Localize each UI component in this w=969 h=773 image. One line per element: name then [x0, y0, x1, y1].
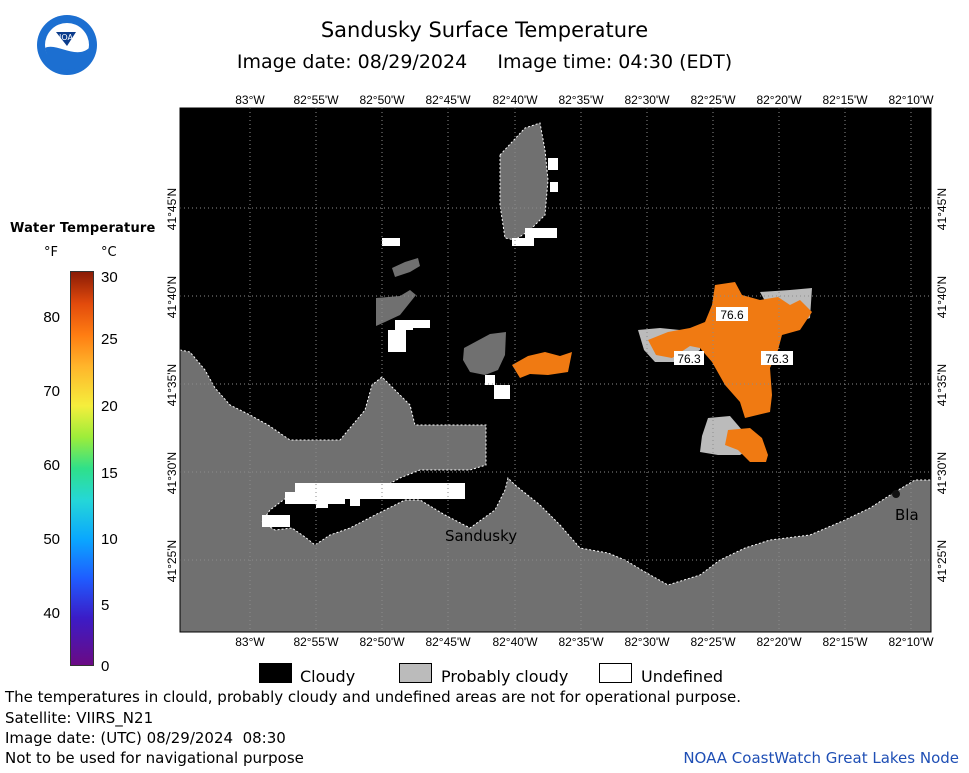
- temperature-reading: 76.6: [720, 308, 744, 322]
- lon-label-top: 82°10'W: [888, 93, 934, 107]
- key-swatch-cloudy: [259, 663, 292, 683]
- c-tick: 5: [101, 597, 110, 614]
- c-tick: 20: [101, 398, 118, 415]
- lat-label-right: 41°25'N: [935, 539, 949, 583]
- key-label-probably-cloudy: Probably cloudy: [441, 667, 569, 686]
- temperature-colorbar: [70, 271, 94, 666]
- lon-label-top: 82°20'W: [756, 93, 802, 107]
- lon-label-bottom: 82°25'W: [690, 635, 736, 649]
- lon-label-bottom: 82°15'W: [822, 635, 868, 649]
- lon-label-top: 82°40'W: [492, 93, 538, 107]
- lon-label-top: 82°25'W: [690, 93, 736, 107]
- f-tick: 60: [43, 457, 60, 474]
- place-label-bla: Bla: [895, 506, 919, 524]
- image-date-line: Image date: 08/29/2024 Image time: 04:30…: [236, 51, 733, 73]
- footer-credit: NOAA CoastWatch Great Lakes Node: [683, 749, 959, 767]
- temperature-reading: 76.3: [677, 352, 701, 366]
- f-tick: 70: [43, 383, 60, 400]
- f-tick: 40: [43, 605, 60, 622]
- lon-label-bottom: 82°55'W: [293, 635, 339, 649]
- c-tick: 30: [101, 269, 118, 286]
- lon-label-top: 82°45'W: [425, 93, 471, 107]
- reading-box: [761, 351, 793, 365]
- city-marker: [892, 490, 900, 498]
- lat-label-right: 41°30'N: [935, 451, 949, 495]
- logo-text: NOAA: [55, 33, 79, 42]
- lat-label-left: 41°45'N: [165, 187, 179, 231]
- lon-label-top: 83°W: [235, 93, 265, 107]
- map-frame: 76.6 76.3 76.3 Sandusky Bla: [179, 107, 932, 633]
- key-label-cloudy: Cloudy: [300, 667, 356, 686]
- unit-celsius: °C: [101, 245, 117, 260]
- lat-label-right: 41°35'N: [935, 363, 949, 407]
- lon-label-bottom: 82°10'W: [888, 635, 934, 649]
- c-tick: 10: [101, 531, 118, 548]
- lon-label-bottom: 82°20'W: [756, 635, 802, 649]
- lon-label-bottom: 82°40'W: [492, 635, 538, 649]
- undefined-areas: [262, 158, 558, 527]
- noaa-logo: NOAA: [36, 14, 98, 76]
- graticule: [180, 108, 931, 632]
- key-swatch-undefined: [599, 663, 632, 683]
- reading-box: [674, 351, 704, 365]
- island-small-3: [463, 332, 506, 375]
- lat-label-left: 41°35'N: [165, 363, 179, 407]
- footer-satellite: Satellite: VIIRS_N21: [5, 709, 154, 727]
- island-small-2: [376, 290, 416, 326]
- footer-navigation-warning: Not to be used for navigational purpose: [5, 749, 304, 767]
- warm-water-areas: [512, 282, 812, 462]
- lon-label-bottom: 82°50'W: [359, 635, 405, 649]
- lon-label-top: 82°55'W: [293, 93, 339, 107]
- lon-label-bottom: 82°30'W: [624, 635, 670, 649]
- island-small-1: [392, 258, 420, 277]
- lon-label-bottom: 83°W: [235, 635, 265, 649]
- land-mainland: [179, 349, 932, 633]
- place-label-sandusky: Sandusky: [445, 527, 517, 545]
- island-kelleys: [499, 122, 549, 241]
- lon-label-bottom: 82°35'W: [558, 635, 604, 649]
- lon-label-bottom: 82°45'W: [425, 635, 471, 649]
- lat-label-right: 41°40'N: [935, 275, 949, 319]
- lat-label-left: 41°40'N: [165, 275, 179, 319]
- lat-label-left: 41°25'N: [165, 539, 179, 583]
- lon-label-top: 82°15'W: [822, 93, 868, 107]
- footer-disclaimer: The temperatures in clould, probably clo…: [5, 688, 742, 706]
- footer-utc-date: Image date: (UTC) 08/29/2024 08:30: [5, 729, 286, 747]
- temperature-reading: 76.3: [765, 352, 789, 366]
- unit-fahrenheit: °F: [44, 245, 58, 260]
- c-tick: 15: [101, 465, 118, 482]
- map-title: Sandusky Surface Temperature: [320, 18, 649, 42]
- lat-label-left: 41°30'N: [165, 451, 179, 495]
- key-swatch-probably-cloudy: [399, 663, 432, 683]
- f-tick: 50: [43, 531, 60, 548]
- legend-title: Water Temperature: [10, 221, 156, 236]
- c-tick: 25: [101, 331, 118, 348]
- lon-label-top: 82°30'W: [624, 93, 670, 107]
- f-tick: 80: [43, 309, 60, 326]
- lat-label-right: 41°45'N: [935, 187, 949, 231]
- lon-label-top: 82°35'W: [558, 93, 604, 107]
- reading-box: [716, 307, 748, 321]
- c-tick: 0: [101, 658, 110, 675]
- key-label-undefined: Undefined: [641, 667, 724, 686]
- lon-label-top: 82°50'W: [359, 93, 405, 107]
